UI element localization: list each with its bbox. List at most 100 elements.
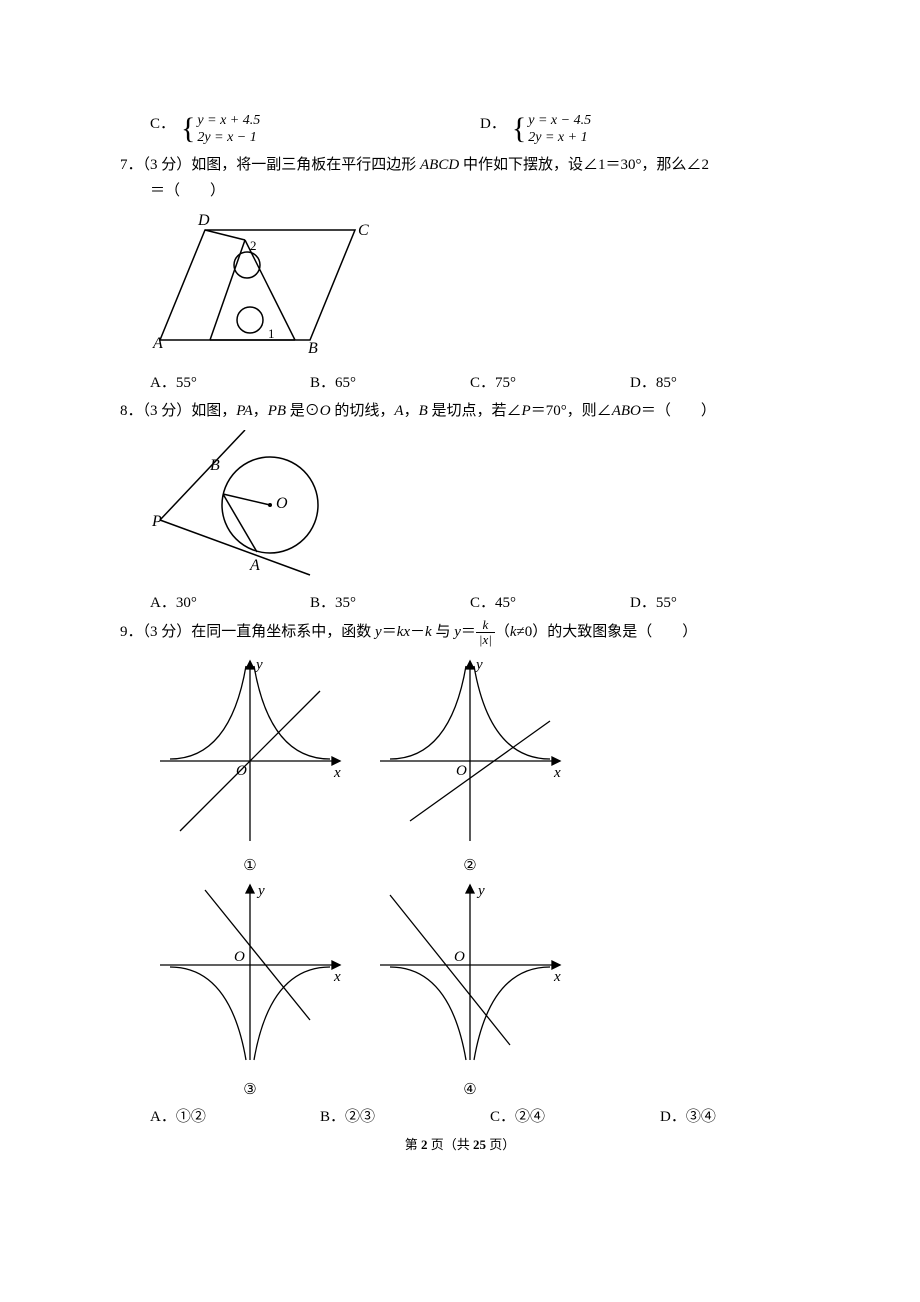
q9-eq1: ＝ — [382, 624, 397, 640]
q9-fraction: k|x| — [476, 618, 495, 647]
q6-d-label: D． — [480, 112, 506, 133]
q7-stem: 7．（3 分）如图，将一副三角板在平行四边形 ABCD 中作如下摆放，设∠1＝3… — [120, 152, 800, 204]
svg-text:A: A — [249, 557, 260, 574]
footer-pre: 第 — [405, 1137, 421, 1152]
q9-eq2: ＝ — [461, 624, 476, 640]
footer-total: 25 — [473, 1137, 486, 1152]
q9-label-4: ④ — [370, 1080, 570, 1099]
q8-stem: 8．（3 分）如图，PA，PB 是⊙O 的切线，A，B 是切点，若∠P＝70°，… — [120, 398, 800, 424]
q7-stem-pre: 7．（3 分）如图，将一副三角板在平行四边形 — [120, 157, 420, 173]
q8-choices: A．30° B．35° C．45° D．55° — [150, 591, 800, 612]
q8-pre: 8．（3 分）如图， — [120, 403, 236, 419]
svg-text:x: x — [333, 969, 341, 985]
q8-pa: PA — [236, 403, 252, 419]
svg-text:O: O — [234, 949, 245, 965]
q7-figure: A B C D 1 2 — [150, 210, 800, 365]
svg-text:x: x — [553, 969, 561, 985]
brace-icon: { — [512, 112, 526, 146]
q6-c-line2: 2y = x − 1 — [197, 129, 260, 146]
q9-graphs-row1: O x y ① O x y ② — [150, 651, 800, 875]
footer-mid: 页（共 — [427, 1137, 473, 1152]
q8-choice-d: D．55° — [630, 591, 677, 612]
q8-b: B — [419, 403, 428, 419]
q6-c-line1: y = x + 4.5 — [197, 112, 260, 129]
svg-text:1: 1 — [268, 326, 275, 341]
svg-text:B: B — [308, 340, 318, 357]
q9-graph-4: O x y ④ — [370, 875, 570, 1099]
q9-graph-3: O x y ③ — [150, 875, 350, 1099]
q8-m4: ＝70°，则∠ — [531, 403, 612, 419]
q7-choice-d: D．85° — [630, 371, 677, 392]
q9-k: k — [425, 624, 432, 640]
q9-frac-num: k — [476, 618, 495, 633]
q6-c-system: { y = x + 4.5 2y = x − 1 — [181, 112, 260, 146]
q9-and: 与 — [432, 624, 455, 640]
q8-end: ＝（ ） — [641, 403, 716, 419]
svg-text:x: x — [333, 765, 341, 781]
q9-label-1: ① — [150, 856, 350, 875]
svg-text:y: y — [254, 657, 263, 673]
q7-stem-mid: 中作如下摆放，设∠1＝30°，那么∠2 — [459, 157, 709, 173]
svg-text:O: O — [456, 763, 467, 779]
q8-m2: 的切线， — [331, 403, 395, 419]
q9-choices: A．①② B．②③ C．②④ D．③④ — [150, 1105, 800, 1126]
svg-text:x: x — [553, 765, 561, 781]
q8-figure: P B A O — [150, 430, 800, 585]
q8-choice-b: B．35° — [310, 591, 470, 612]
q9-graph-2: O x y ② — [370, 651, 570, 875]
q8-c1: ， — [253, 403, 268, 419]
q8-o: O — [320, 403, 331, 419]
svg-text:C: C — [358, 222, 369, 239]
q9-label-3: ③ — [150, 1080, 350, 1099]
footer-post: 页） — [486, 1137, 515, 1152]
q8-choice-a: A．30° — [150, 591, 310, 612]
svg-text:O: O — [454, 949, 465, 965]
q9-k2: k — [510, 624, 517, 640]
q9-kx: kx — [397, 624, 410, 640]
q8-m3: 是切点，若∠ — [428, 403, 522, 419]
q9-choice-a: A．①② — [150, 1105, 320, 1126]
q7-choice-c: C．75° — [470, 371, 630, 392]
q9-y2: y — [454, 624, 461, 640]
svg-text:y: y — [256, 883, 265, 899]
svg-text:y: y — [476, 883, 485, 899]
q6-option-c: C． { y = x + 4.5 2y = x − 1 — [150, 112, 480, 146]
q8-pb: PB — [268, 403, 286, 419]
q9-choice-c: C．②④ — [490, 1105, 660, 1126]
q6-d-system: { y = x − 4.5 2y = x + 1 — [512, 112, 591, 146]
q6-c-label: C． — [150, 112, 175, 133]
svg-text:O: O — [276, 495, 288, 512]
q8-c2: ， — [404, 403, 419, 419]
q8-abo: ABO — [612, 403, 641, 419]
q8-a: A — [394, 403, 403, 419]
q9-choice-d: D．③④ — [660, 1105, 716, 1126]
q9-y1: y — [375, 624, 382, 640]
q9-choice-b: B．②③ — [320, 1105, 490, 1126]
q9-pre: 9．（3 分）在同一直角坐标系中，函数 — [120, 624, 375, 640]
q9-stem: 9．（3 分）在同一直角坐标系中，函数 y＝kx－k 与 y＝k|x|（k≠0）… — [120, 618, 800, 647]
q9-frac-den: |x| — [476, 633, 495, 647]
q6-d-line1: y = x − 4.5 — [528, 112, 591, 129]
q8-choice-c: C．45° — [470, 591, 630, 612]
page-footer: 第 2 页（共 25 页） — [120, 1134, 800, 1153]
svg-text:O: O — [236, 763, 247, 779]
brace-icon: { — [181, 112, 195, 146]
q9-graphs-row2: O x y ③ O x y ④ — [150, 875, 800, 1099]
svg-text:2: 2 — [250, 238, 257, 253]
q7-choices: A．55° B．65° C．75° D．85° — [150, 371, 800, 392]
q9-cond: （ — [495, 624, 510, 640]
svg-text:P: P — [151, 513, 162, 530]
svg-text:B: B — [210, 457, 220, 474]
q7-choice-a: A．55° — [150, 371, 310, 392]
q7-abcd: ABCD — [420, 157, 459, 173]
q6-options-cd: C． { y = x + 4.5 2y = x − 1 D． { y = x −… — [150, 112, 800, 146]
q7-stem-line2: ＝（ ） — [150, 178, 800, 204]
q7-choice-b: B．65° — [310, 371, 470, 392]
q6-option-d: D． { y = x − 4.5 2y = x + 1 — [480, 112, 591, 146]
svg-text:D: D — [197, 212, 210, 229]
q8-p: P — [522, 403, 531, 419]
q9-graph-1: O x y ① — [150, 651, 350, 875]
svg-text:y: y — [474, 657, 483, 673]
svg-text:A: A — [152, 335, 163, 352]
q9-label-2: ② — [370, 856, 570, 875]
